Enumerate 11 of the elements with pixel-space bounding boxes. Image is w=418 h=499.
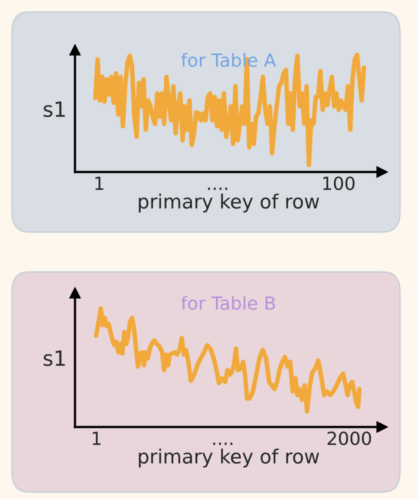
x-tick-label: 100 — [323, 176, 355, 190]
chart-title: for Table B — [181, 296, 275, 310]
x-tick-label: 1 — [92, 432, 101, 445]
x-tick-label: .... — [208, 188, 228, 190]
x-tick-label: .... — [213, 442, 232, 445]
y-axis-title: s1 — [44, 350, 65, 366]
y-axis-title: s1 — [44, 102, 65, 118]
x-axis-title: primary key of row — [138, 448, 320, 468]
x-tick-label: 1 — [95, 176, 104, 190]
x-axis-title: primary key of row — [138, 194, 320, 212]
x-tick-label: 2000 — [328, 431, 372, 446]
